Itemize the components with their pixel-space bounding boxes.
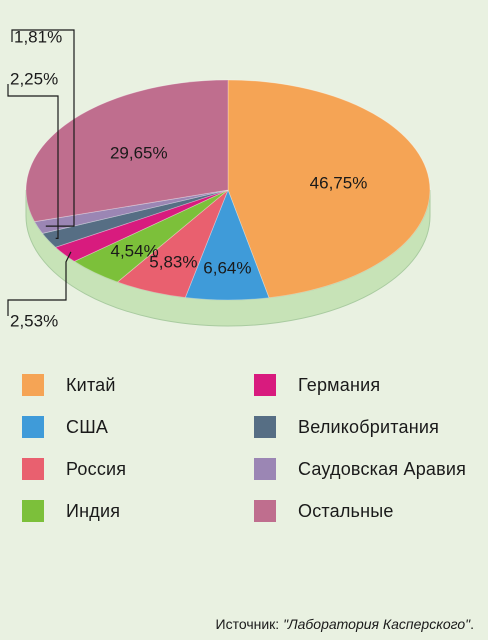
- legend-swatch: [22, 416, 44, 438]
- legend-swatch: [254, 416, 276, 438]
- legend-item: Китай: [22, 372, 254, 398]
- source-suffix: .: [470, 616, 474, 632]
- source-prefix: Источник:: [215, 616, 284, 632]
- legend-swatch: [22, 374, 44, 396]
- legend-label: Великобритания: [298, 416, 440, 437]
- legend-item: Остальные: [254, 498, 482, 524]
- slice-великобритания: [41, 189, 229, 248]
- legend-label: Индия: [66, 500, 121, 521]
- slice-германия: [54, 189, 229, 262]
- data-label-саудовская-аравия: 1,81%: [14, 27, 62, 46]
- legend-item: Германия: [254, 372, 482, 398]
- slice-сша: [184, 188, 270, 301]
- slice-саудовская-аравия: [33, 189, 229, 234]
- leader-line-саудовская-аравия: [11, 29, 75, 227]
- legend-swatch: [22, 500, 44, 522]
- legend-label: Германия: [298, 374, 381, 395]
- data-label-германия: 2,53%: [10, 311, 58, 330]
- legend-item: Саудовская Аравия: [254, 456, 482, 482]
- source-name: "Лаборатория Касперского": [283, 616, 471, 632]
- data-label-остальные: 29,65%: [110, 143, 168, 162]
- legend-item: США: [22, 414, 254, 440]
- legend-item: Великобритания: [254, 414, 482, 440]
- pie-chart: 46,75% 6,64% 5,83%4,54% 29,65% 1,81% 2,25% 2,5…: [7, 27, 431, 330]
- data-label-великобритания: 2,25%: [10, 69, 58, 88]
- legend-label: Остальные: [298, 500, 394, 521]
- legend-item: Россия: [22, 456, 254, 482]
- slice-индия: [73, 189, 229, 283]
- pie-side: [25, 189, 431, 327]
- source-note: Источник: "Лаборатория Касперского".: [216, 616, 474, 632]
- legend-swatch: [254, 500, 276, 522]
- legend-label: Россия: [66, 458, 127, 479]
- slice-китай: [227, 79, 431, 299]
- legend-swatch: [254, 458, 276, 480]
- slice-россия: [116, 189, 229, 298]
- legend-label: США: [66, 416, 109, 437]
- leader-line-великобритания: [7, 84, 59, 239]
- data-label-китай: 46,75%: [310, 173, 368, 192]
- slice-остальные: [25, 79, 229, 223]
- leader-line-германия: [7, 251, 72, 316]
- data-label-индия: 4,54%: [110, 241, 158, 260]
- legend-item: Индия: [22, 498, 254, 524]
- data-label-россия: 5,83%: [149, 252, 197, 271]
- legend-swatch: [22, 458, 44, 480]
- legend-label: Китай: [66, 374, 116, 395]
- data-label-сша: 6,64%: [203, 259, 251, 278]
- legend-label: Саудовская Аравия: [298, 458, 467, 479]
- legend-swatch: [254, 374, 276, 396]
- legend: Китай Германия США Великобритания Россия Сауд…: [22, 372, 482, 524]
